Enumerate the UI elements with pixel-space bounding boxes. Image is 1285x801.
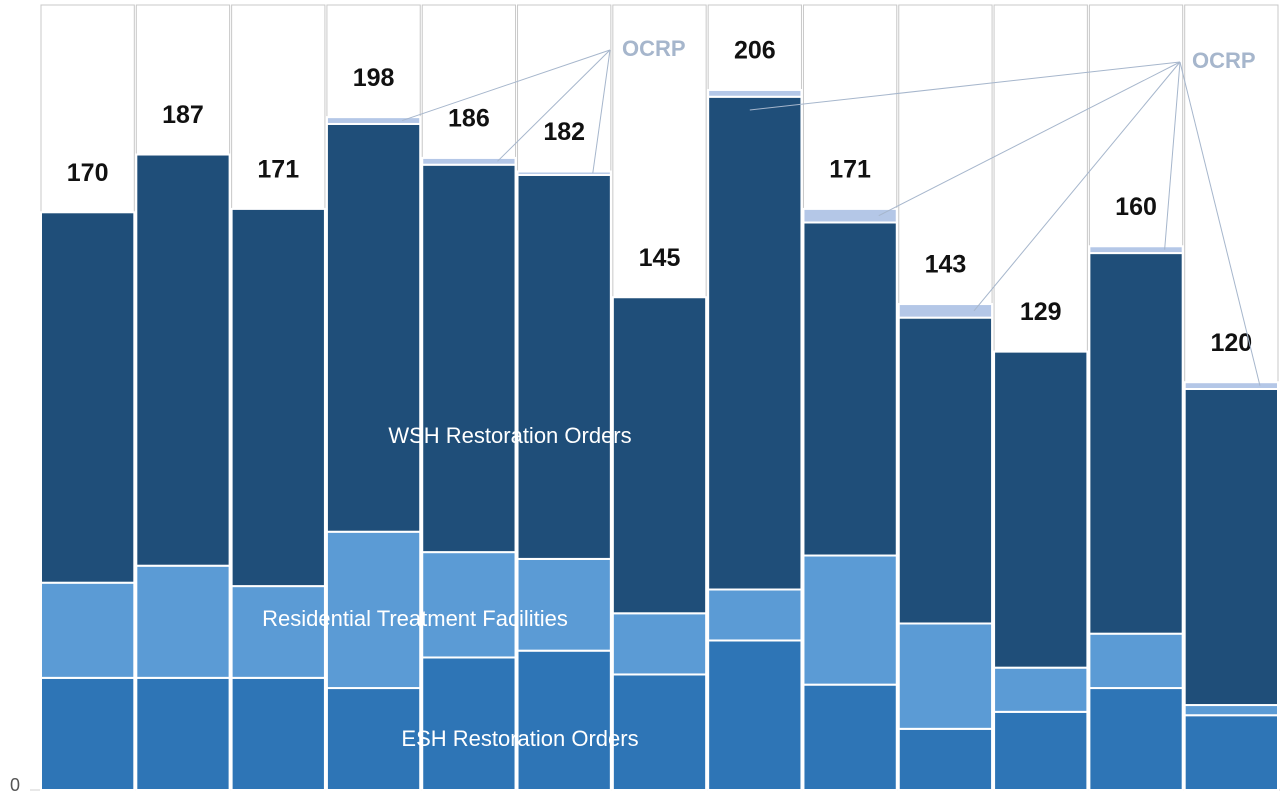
series-label: ESH Restoration Orders bbox=[401, 726, 638, 751]
bar-segment bbox=[516, 557, 612, 652]
bar-segment bbox=[897, 303, 994, 319]
bar-segment bbox=[897, 727, 994, 792]
bar-segment bbox=[1088, 687, 1184, 791]
bar-segment bbox=[516, 173, 612, 560]
bar-segment bbox=[135, 564, 231, 679]
y-tick-label: 0 bbox=[10, 775, 20, 795]
total-label: 171 bbox=[829, 156, 871, 184]
bar-segment bbox=[611, 612, 708, 676]
leader-line bbox=[973, 61, 1181, 312]
total-label: 206 bbox=[734, 37, 776, 65]
leader-line bbox=[402, 49, 611, 122]
bar-segment bbox=[421, 656, 517, 791]
bars bbox=[40, 4, 1279, 792]
bar-segment bbox=[802, 207, 898, 224]
bar-segment bbox=[135, 153, 231, 567]
bar-segment bbox=[897, 622, 994, 730]
bar-segment bbox=[421, 551, 517, 659]
bar-segment bbox=[516, 170, 612, 176]
total-label: 186 bbox=[448, 105, 490, 133]
total-label: 170 bbox=[67, 159, 109, 187]
series-label: WSH Restoration Orders bbox=[388, 423, 631, 448]
bar-segment bbox=[1183, 714, 1279, 791]
bar-segment bbox=[1088, 632, 1184, 690]
total-label: 187 bbox=[162, 101, 204, 129]
bar-segment bbox=[993, 666, 1089, 713]
bar-segment bbox=[707, 639, 803, 791]
bar-segment bbox=[707, 588, 803, 642]
bar-segment bbox=[802, 221, 898, 557]
bar-segment bbox=[1088, 245, 1184, 255]
bar-segment bbox=[802, 554, 898, 686]
bar-segment bbox=[135, 676, 231, 791]
leader-line bbox=[878, 61, 1181, 217]
bar-segment bbox=[993, 710, 1089, 792]
bar-segment bbox=[1183, 388, 1279, 707]
total-label: 160 bbox=[1115, 193, 1157, 221]
series-label: Residential Treatment Facilities bbox=[262, 606, 568, 631]
total-label: 145 bbox=[639, 244, 681, 272]
bar-segment bbox=[993, 350, 1089, 669]
bar-segment bbox=[325, 687, 422, 791]
total-label: 171 bbox=[257, 156, 299, 184]
total-label: 120 bbox=[1210, 329, 1252, 357]
bar-segment bbox=[707, 95, 803, 591]
bar-segment bbox=[40, 211, 136, 584]
bar-segment bbox=[611, 673, 708, 791]
leader-line bbox=[497, 49, 611, 162]
bar-segment bbox=[707, 88, 803, 98]
total-label: 182 bbox=[543, 118, 585, 146]
bar-segment bbox=[325, 530, 422, 690]
leader-line bbox=[592, 49, 611, 174]
bar-segment bbox=[1088, 252, 1184, 635]
labels: 0 170 187 171 198 186 182 145 206 171 143 129 160 120… bbox=[10, 36, 1261, 795]
bar-segment bbox=[421, 163, 517, 554]
bar-segment bbox=[230, 676, 326, 791]
total-label: 129 bbox=[1020, 298, 1062, 326]
bar-segment bbox=[1183, 704, 1279, 717]
bar-segment bbox=[897, 316, 994, 625]
bar-segment bbox=[325, 116, 422, 125]
bar-segment bbox=[325, 122, 422, 533]
bar-segment bbox=[611, 296, 708, 615]
bar-segment bbox=[516, 649, 612, 792]
bar-segment bbox=[40, 581, 136, 679]
bar-segment bbox=[230, 585, 326, 679]
bar-segment bbox=[421, 156, 517, 166]
total-label: 143 bbox=[925, 251, 967, 279]
bar-segment bbox=[802, 683, 898, 792]
series-label: OCRP bbox=[622, 36, 686, 61]
total-label: 198 bbox=[353, 64, 395, 92]
leader-line bbox=[1179, 61, 1261, 386]
bar-segment bbox=[40, 676, 136, 791]
leader-line bbox=[749, 61, 1181, 111]
bar-segment bbox=[230, 207, 326, 588]
bar-segment bbox=[1183, 381, 1279, 391]
leader-line bbox=[1164, 61, 1181, 250]
series-label: OCRP bbox=[1192, 48, 1256, 73]
